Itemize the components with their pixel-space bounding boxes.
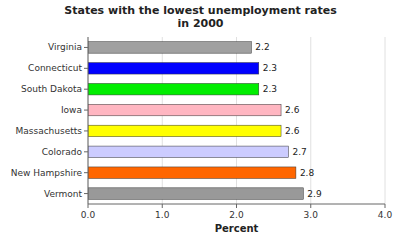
bar (88, 104, 281, 115)
grid-line (162, 37, 163, 204)
chart: States with the lowest unemployment rate… (0, 0, 401, 238)
tick-mark (84, 130, 88, 131)
category-label: Massachusetts (15, 126, 82, 136)
tick-mark (84, 68, 88, 69)
bar (88, 167, 296, 178)
tick-mark (84, 151, 88, 152)
tick-mark (236, 204, 237, 208)
tick-mark (84, 89, 88, 90)
data-label: 2.3 (263, 84, 277, 94)
bar (88, 42, 251, 53)
grid-line (310, 37, 311, 204)
tick-mark (162, 204, 163, 208)
bars (88, 42, 303, 200)
data-label: 2.6 (285, 126, 300, 136)
data-label: 2.3 (263, 63, 277, 73)
tick-label: 3.0 (304, 210, 319, 220)
tick-mark (310, 204, 311, 208)
category-label: Colorado (42, 147, 83, 157)
tick-label: 2.0 (229, 210, 244, 220)
x-axis (88, 204, 385, 205)
tick-mark (84, 47, 88, 48)
tick-mark (84, 110, 88, 111)
data-label: 2.7 (292, 147, 306, 157)
tick-mark (88, 204, 89, 208)
bar (88, 83, 259, 94)
bar (88, 146, 288, 157)
category-label: Iowa (61, 105, 82, 115)
data-label: 2.8 (300, 168, 315, 178)
bar (88, 188, 303, 199)
grid-line (236, 37, 237, 204)
tick-label: 1.0 (155, 210, 170, 220)
title: States with the lowest unemployment rate… (64, 4, 337, 30)
tick-label: 4.0 (378, 210, 393, 220)
data-label: 2.9 (307, 189, 322, 199)
tick-mark (385, 204, 386, 208)
data-label: 2.6 (285, 105, 300, 115)
category-label: Vermont (44, 189, 83, 199)
data-label: 2.2 (255, 42, 269, 52)
tick-label: 0.0 (81, 210, 96, 220)
category-label: Virginia (48, 42, 82, 52)
grid (88, 37, 385, 204)
tick-mark (84, 193, 88, 194)
background (0, 0, 401, 238)
bar (88, 125, 281, 136)
category-label: Connecticut (28, 63, 82, 73)
y-axis (88, 37, 89, 204)
bar (88, 63, 259, 74)
grid-line (88, 37, 89, 204)
x-axis-label: Percent (215, 223, 259, 234)
category-label: New Hampshire (11, 168, 83, 178)
category-label: South Dakota (21, 84, 82, 94)
tick-mark (84, 172, 88, 173)
grid-line (385, 37, 386, 204)
